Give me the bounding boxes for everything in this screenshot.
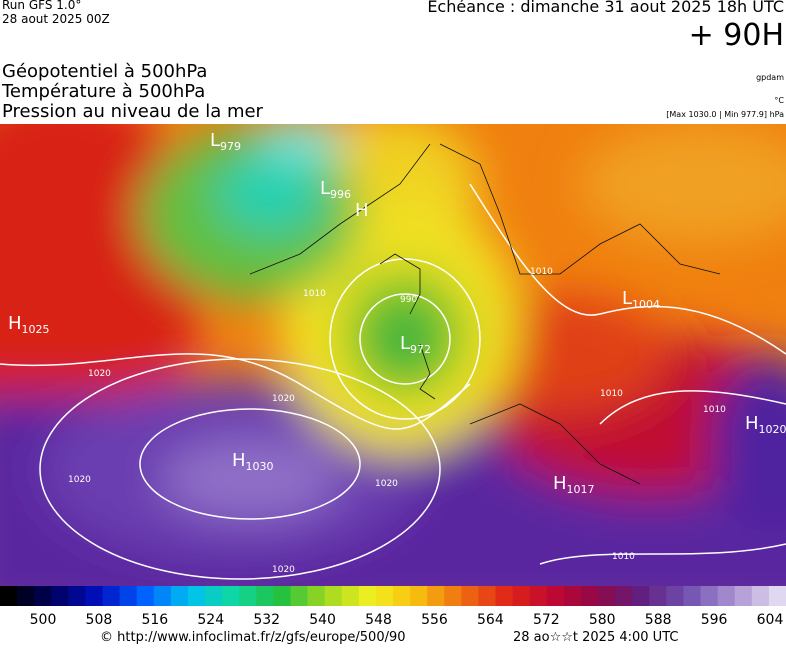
colorbar-swatch (461, 586, 479, 606)
source-url: © http://www.infoclimat.fr/z/gfs/europe/… (100, 630, 406, 645)
colorbar-swatch (393, 586, 411, 606)
colorbar-swatch (410, 586, 428, 606)
colorbar-tick-label: 580 (589, 612, 616, 628)
run-label: Run GFS 1.0° (2, 0, 82, 12)
colorbar-swatch (512, 586, 531, 606)
colorbar-swatch (222, 586, 240, 606)
colorbar: 500 508 516 524 532 540 548 556 564 572 580 588 596 6… (0, 586, 786, 628)
timestamp: 28 ao☆☆t 2025 4:00 UTC (513, 630, 679, 645)
colorbar-swatch (0, 586, 18, 606)
colorbar-tick-label: 540 (309, 612, 336, 628)
colorbar-swatch (136, 586, 155, 606)
pressure-range: [Max 1030.0 | Min 977.9] hPa (666, 110, 784, 119)
colorbar-swatch (341, 586, 360, 606)
colorbar-swatch (666, 586, 684, 606)
colorbar-swatch (358, 586, 377, 606)
colorbar-swatch (529, 586, 548, 606)
run-date: 28 aout 2025 00Z (2, 12, 110, 26)
colorbar-swatch (119, 586, 138, 606)
lead-time: + 90H (688, 18, 784, 53)
colorbar-tick-label: 500 (30, 612, 57, 628)
colorbar-tick-label: 596 (701, 612, 728, 628)
colorbar-swatch (632, 586, 650, 606)
colorbar-swatch (598, 586, 616, 606)
isobar-label: 1010 (600, 389, 623, 399)
colorbar-swatch (375, 586, 394, 606)
colorbar-swatch (324, 586, 343, 606)
colorbar-swatch (239, 586, 257, 606)
pressure-center: L972 (400, 333, 431, 356)
title-3: Pression au niveau de la mer (2, 101, 263, 122)
colorbar-swatch (683, 586, 702, 606)
colorbar-swatch (307, 586, 326, 606)
colorbar-tick-label: 532 (253, 612, 280, 628)
colorbar-tick-label: 516 (141, 612, 168, 628)
pressure-center: H1020 (745, 413, 786, 436)
pressure-center: H1025 (8, 313, 50, 336)
isobar-label: 1020 (68, 475, 91, 485)
colorbar-tick-label: 556 (421, 612, 448, 628)
colorbar-swatch (751, 586, 770, 606)
colorbar-swatch (51, 586, 69, 606)
isobar-label: 1010 (703, 405, 726, 415)
title-1: Géopotentiel à 500hPa (2, 61, 208, 82)
pressure-center: L996 (320, 178, 351, 201)
echeance: Echéance : dimanche 31 aout 2025 18h UTC (427, 0, 784, 16)
colorbar-swatch (649, 586, 667, 606)
colorbar-swatch (273, 586, 291, 606)
colorbar-swatch (170, 586, 189, 606)
colorbar-swatch (68, 586, 86, 606)
colorbar-swatch (615, 586, 633, 606)
unit-geo: gpdam (756, 73, 784, 82)
colorbar-swatch (700, 586, 719, 606)
colorbar-swatch (546, 586, 565, 606)
pressure-center: H1017 (553, 473, 595, 496)
colorbar-swatch (153, 586, 172, 606)
title-2: Température à 500hPa (2, 81, 206, 102)
colorbar-swatch (495, 586, 514, 606)
colorbar-swatch (478, 586, 497, 606)
colorbar-tick-label: 524 (197, 612, 224, 628)
isobar-label: 1020 (88, 369, 111, 379)
isobar-label: 1020 (272, 565, 295, 575)
colorbar-tick-label: 572 (533, 612, 560, 628)
colorbar-swatch (717, 586, 736, 606)
isobar-label: 1020 (272, 394, 295, 404)
isobar-label: 990 (400, 295, 417, 305)
pressure-center: L979 (210, 130, 241, 153)
colorbar-tick-label: 548 (365, 612, 392, 628)
colorbar-tick-label: 508 (86, 612, 113, 628)
colorbar-tick-label: 604 (757, 612, 784, 628)
colorbar-swatch (17, 586, 35, 606)
colorbar-tick-label: 588 (645, 612, 672, 628)
colorbar-swatch (256, 586, 274, 606)
colorbar-swatch (580, 586, 599, 606)
pressure-center: H1030 (232, 450, 274, 473)
colorbar-swatch (34, 586, 52, 606)
colorbar-swatch (102, 586, 121, 606)
colorbar-swatch (444, 586, 462, 606)
colorbar-swatch (563, 586, 582, 606)
colorbar-swatch (187, 586, 206, 606)
pressure-center: H (355, 200, 369, 221)
colorbar-swatch (734, 586, 753, 606)
isobar-label: 1010 (612, 552, 635, 562)
pressure-center: L1004 (622, 288, 660, 311)
colorbar-swatch (427, 586, 445, 606)
colorbar-swatch (768, 586, 786, 606)
colorbar-swatch (85, 586, 104, 606)
isobar-label: 1010 (530, 267, 553, 277)
isobar-label: 1010 (303, 289, 326, 299)
colorbar-swatch (205, 586, 223, 606)
isobar-label: 1020 (375, 479, 398, 489)
colorbar-swatch (290, 586, 309, 606)
unit-temp: °C (774, 96, 784, 105)
colorbar-tick-label: 564 (477, 612, 504, 628)
